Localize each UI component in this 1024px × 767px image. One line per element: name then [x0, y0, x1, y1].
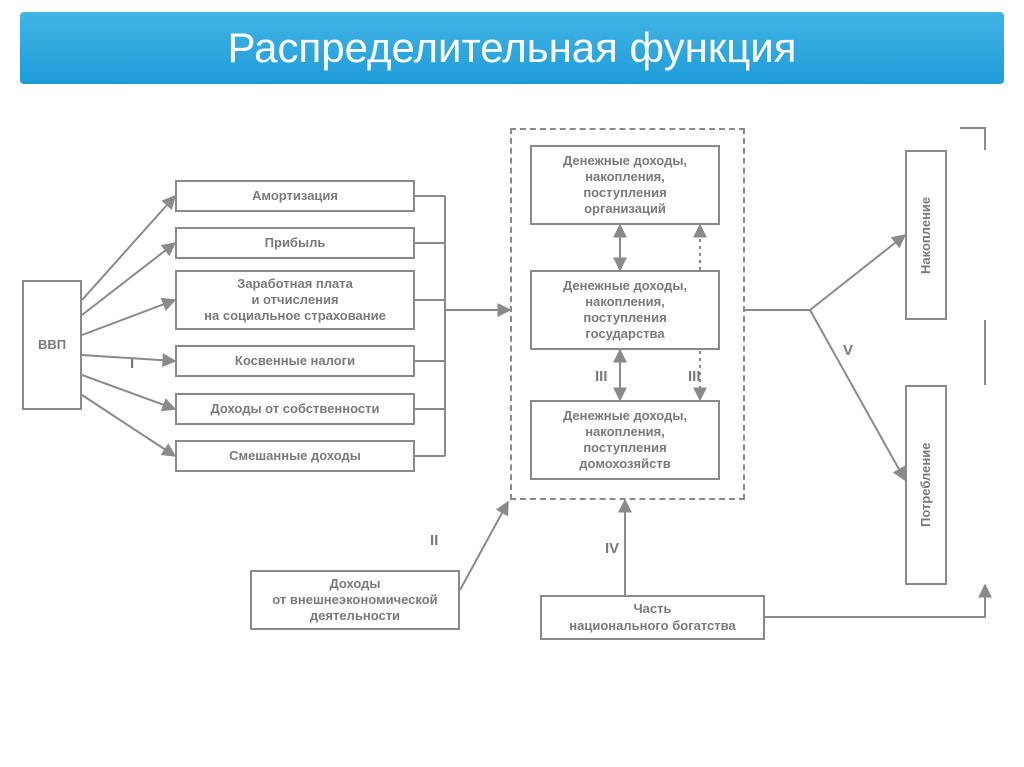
node-grp2: Денежные доходы,накопления,поступленияго… [530, 270, 720, 350]
page-title: Распределительная функция [228, 24, 797, 72]
roman-label: III [595, 368, 608, 385]
roman-label: V [843, 342, 853, 359]
node-nacbog: Частьнационального богатства [540, 595, 765, 640]
title-bar: Распределительная функция [20, 12, 1004, 84]
node-dohsobs: Доходы от собственности [175, 393, 415, 425]
node-zp: Заработная платаи отчисленияна социально… [175, 270, 415, 330]
node-kosv: Косвенные налоги [175, 345, 415, 377]
node-grp1: Денежные доходы,накопления,поступленияор… [530, 145, 720, 225]
node-vneshecon: Доходыот внешнеэкономическойдеятельности [250, 570, 460, 630]
roman-label: II [430, 532, 438, 549]
node-nakop: Накопление [905, 150, 947, 320]
roman-label: IV [605, 540, 619, 557]
roman-label: I [130, 355, 134, 372]
node-grp3: Денежные доходы,накопления,поступлениядо… [530, 400, 720, 480]
node-pribyl: Прибыль [175, 227, 415, 259]
node-vvp: ВВП [22, 280, 82, 410]
roman-label: III [688, 368, 701, 385]
node-potreb: Потребление [905, 385, 947, 585]
node-smesh: Смешанные доходы [175, 440, 415, 472]
diagram-canvas: ВВП Амортизация Прибыль Заработная платаи о… [0, 100, 1024, 760]
node-amort: Амортизация [175, 180, 415, 212]
